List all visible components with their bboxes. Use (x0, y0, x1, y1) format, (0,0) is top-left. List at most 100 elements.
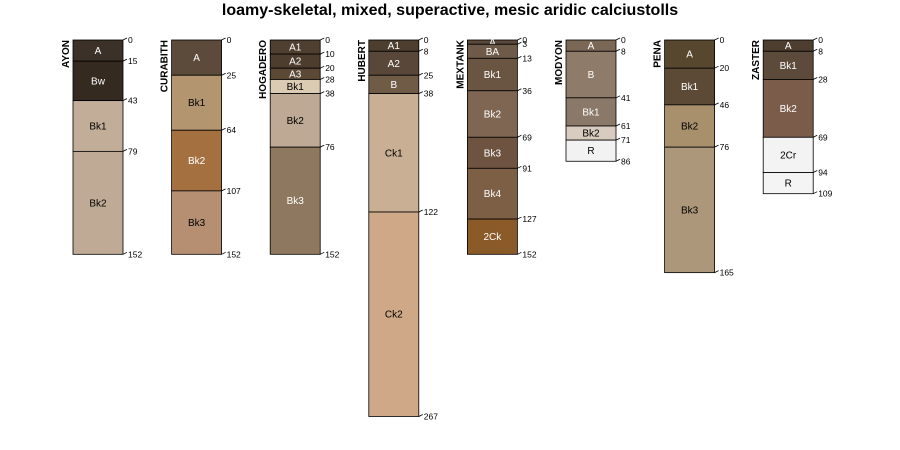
diagram-title: loamy-skeletal, mixed, superactive, mesi… (221, 2, 679, 19)
profile-name: HUBERT (357, 40, 368, 82)
horizon-label: Bk1 (681, 82, 699, 93)
depth-label: 0 (818, 35, 823, 45)
depth-tick (714, 270, 719, 274)
depth-label: 38 (424, 89, 434, 99)
depth-tick (122, 251, 128, 255)
horizon-label: R (785, 179, 792, 190)
depth-label: 79 (128, 146, 138, 156)
depth-tick (714, 37, 719, 41)
depth-label: 43 (128, 96, 138, 106)
depth-tick (517, 216, 522, 220)
depth-tick (813, 37, 818, 41)
horizon (762, 50, 814, 80)
depth-tick (418, 209, 423, 213)
depth-label: 91 (522, 163, 532, 173)
horizon (368, 211, 420, 417)
depth-label: 69 (522, 132, 532, 142)
horizon-label: Bw (91, 76, 106, 87)
depth-label: 71 (621, 135, 631, 145)
depth-tick (517, 37, 522, 41)
horizon-label: Bk1 (89, 122, 107, 133)
horizon-label: A1 (289, 43, 302, 54)
depth-tick (418, 414, 423, 417)
depth-tick (320, 77, 325, 80)
horizon-label: Bk1 (188, 98, 206, 109)
soil-profile: AYON A Bw Bk1 Bk2 0 15 43 79 152 (61, 35, 142, 259)
depth-tick (615, 37, 621, 41)
depth-tick (418, 72, 423, 76)
horizon-label: A (785, 41, 792, 52)
depth-label: 127 (522, 214, 536, 224)
depth-label: 152 (522, 249, 536, 259)
depth-tick (714, 144, 719, 148)
depth-tick (615, 137, 621, 141)
depth-tick (418, 48, 423, 52)
profile-name: HOGADERO (258, 40, 269, 99)
horizon (664, 146, 715, 274)
depth-label: 76 (325, 142, 335, 152)
horizon-label: Bk3 (484, 148, 502, 159)
depth-label: 0 (522, 35, 527, 45)
depth-label: 20 (720, 63, 730, 73)
horizon (762, 79, 814, 138)
horizon-label: Bk2 (188, 156, 206, 167)
soil-profile: ZASTER A Bk1 Bk2 2Cr R 08 28 69 94 109 (751, 35, 832, 199)
depth-tick (320, 65, 325, 69)
depth-tick (714, 102, 719, 106)
depth-tick (320, 144, 325, 148)
depth-tick (615, 48, 621, 52)
depth-tick (813, 170, 818, 173)
depth-tick (517, 88, 522, 92)
horizon-label: Ck1 (385, 148, 403, 159)
horizon (664, 39, 715, 69)
horizon-label: BA (486, 47, 500, 58)
depth-label: 165 (720, 268, 734, 278)
depth-tick (320, 51, 325, 55)
horizon-label: A (193, 53, 200, 64)
horizon-label: A (489, 38, 496, 49)
horizon-label: B (588, 70, 595, 81)
depth-tick (122, 37, 128, 41)
horizon-label: A3 (289, 69, 302, 80)
horizon (565, 50, 617, 99)
profile-name: CURABITH (160, 40, 171, 92)
horizon-label: Ck2 (385, 310, 403, 321)
horizon (565, 139, 617, 162)
depth-label: 61 (621, 121, 631, 131)
depth-label: 15 (128, 56, 138, 66)
depth-tick (221, 127, 226, 131)
depth-label: 28 (325, 74, 335, 84)
depth-tick (122, 98, 128, 101)
depth-tick (813, 48, 818, 52)
depth-label: 38 (325, 89, 335, 99)
depth-tick (615, 123, 621, 127)
horizon-label: Bk2 (287, 116, 305, 127)
depth-label: 107 (227, 186, 241, 196)
profile-name: MEXTANK (455, 39, 466, 88)
depth-tick (221, 37, 226, 41)
horizon (72, 150, 124, 255)
horizon-label: Bk3 (188, 218, 206, 229)
depth-tick (813, 134, 818, 138)
horizon-label: Bk3 (681, 205, 699, 216)
depth-tick (221, 72, 226, 76)
depth-label: 152 (227, 249, 241, 259)
depth-tick (714, 65, 719, 69)
soil-profile: PENA A Bk1 Bk2 Bk3 0 20 46 76 165 (653, 35, 734, 278)
depth-tick (221, 188, 226, 192)
depth-label: 0 (720, 35, 725, 45)
horizon-label: A (686, 50, 693, 61)
depth-tick (320, 37, 325, 41)
horizon-label: A1 (388, 41, 401, 52)
horizon (466, 167, 518, 220)
depth-label: 109 (818, 189, 832, 199)
depth-tick (418, 37, 423, 41)
horizon (466, 218, 518, 255)
depth-label: 267 (424, 411, 438, 421)
depth-label: 10 (325, 49, 335, 59)
depth-label: 76 (720, 142, 730, 152)
depth-label: 8 (424, 46, 429, 56)
horizon-label: A2 (289, 57, 302, 68)
depth-label: 122 (424, 207, 438, 217)
